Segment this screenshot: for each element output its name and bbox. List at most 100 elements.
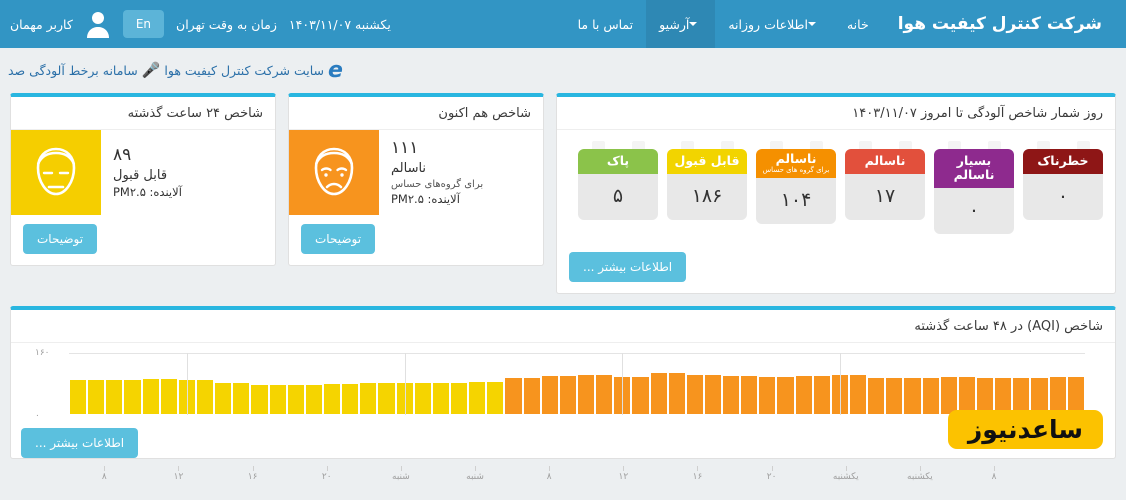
subbar-link-site[interactable]: سایت شرکت کنترل کیفیت هوا [164, 63, 325, 78]
chart-bar[interactable] [849, 374, 868, 415]
chart-bar[interactable] [341, 383, 360, 415]
chart-bar[interactable] [486, 380, 505, 415]
aqi-daycount-cards: خطرناک ۰ بسیار ناسالم ۰ [557, 130, 1115, 243]
chart-bar[interactable] [740, 374, 759, 415]
chart-gridline [69, 353, 1085, 354]
chart-bar[interactable] [540, 375, 559, 415]
subbar-link-online-system[interactable]: سامانه برخط آلودگی صد [8, 63, 138, 78]
aqi-card-good[interactable]: پاک ۵ [578, 141, 658, 234]
language-toggle-button[interactable]: En [122, 10, 165, 38]
chart-bar[interactable] [359, 382, 378, 415]
aqi-card-unhealthy-value: ۱۷ [845, 174, 925, 220]
chart-bar[interactable] [141, 378, 160, 415]
chart-bar[interactable] [522, 377, 541, 415]
chart-bar[interactable] [159, 378, 178, 415]
chart-bar[interactable] [685, 374, 704, 415]
aqi-card-moderate[interactable]: قابل قبول ۱۸۶ [667, 141, 747, 234]
chart-bar[interactable] [667, 371, 686, 415]
current-index-details-button[interactable]: توضیحات [301, 224, 376, 254]
card-tab [591, 141, 605, 149]
chart-bar[interactable] [123, 379, 142, 415]
current-index-pollutant: آلاینده: PM۲.۵ [391, 191, 460, 206]
x-axis-tick-mark [771, 466, 773, 471]
chart-bars-group[interactable] [69, 353, 1085, 415]
daycount-more-info-button[interactable]: اطلاعات بیشتر ... [569, 252, 687, 282]
aqi-card-hazardous-header: خطرناک [1023, 149, 1103, 174]
chart-bar[interactable] [468, 380, 487, 415]
aqi-card-very-unhealthy-header: بسیار ناسالم [934, 149, 1014, 188]
chart-bar[interactable] [631, 376, 650, 415]
current-index-panel: شاخص هم اکنون ۱۱۱ ناسالم برای گروه‌های ح… [288, 93, 544, 266]
card-tab [1076, 141, 1090, 149]
nav-item-archive[interactable]: آرشیو [646, 0, 716, 48]
x-axis-tick-mark [919, 466, 921, 471]
chart-bar[interactable] [558, 375, 577, 415]
chart-bar[interactable] [449, 381, 469, 415]
chart-bar[interactable] [613, 376, 632, 415]
chart-bar[interactable] [576, 373, 596, 415]
chart-bar[interactable] [921, 377, 940, 415]
last24-index-value: ۸۹ [113, 145, 132, 166]
nav-item-home[interactable]: خانه [834, 0, 882, 48]
chart-bar[interactable] [395, 382, 414, 415]
chart-bar[interactable] [703, 374, 723, 415]
x-axis-tick-mark [178, 466, 180, 471]
x-axis-tick-label: ۱۲ [173, 472, 184, 482]
card-tab [769, 141, 783, 149]
ie-icon: e [328, 57, 343, 83]
nav-item-contact[interactable]: تماس با ما [565, 0, 647, 48]
aqi-card-unhealthy-header: ناسالم [845, 149, 925, 174]
chart-bar[interactable] [322, 383, 342, 415]
chart-bar[interactable] [413, 382, 432, 415]
chart-bar[interactable] [595, 373, 614, 415]
chart-bar[interactable] [377, 382, 396, 415]
current-index-footer: توضیحات [289, 215, 543, 265]
chart-bar[interactable] [304, 384, 323, 415]
chart-bar[interactable] [177, 378, 196, 415]
chart-bar[interactable] [268, 384, 287, 415]
x-axis-tick-label: ۲۰ [321, 472, 332, 482]
chart-bar[interactable] [286, 384, 305, 415]
aqi-card-unhealthy-sensitive-label: ناسالم [775, 151, 817, 166]
chart-vertical-gridline [404, 353, 406, 415]
chart-bar[interactable] [867, 377, 886, 415]
aqi-48h-chart-title: شاخص (AQI) در ۴۸ ساعت گذشته [11, 310, 1115, 343]
secondary-links-bar: e سایت شرکت کنترل کیفیت هوا 🎤 سامانه برخ… [0, 48, 1126, 93]
chart-bar[interactable] [903, 377, 922, 415]
aqi-card-unhealthy[interactable]: ناسالم ۱۷ [845, 141, 925, 234]
last24-index-details-button[interactable]: توضیحات [23, 224, 98, 254]
chart-bar[interactable] [722, 374, 741, 415]
chart-bar[interactable] [105, 379, 124, 415]
chart-bar[interactable] [250, 384, 269, 415]
chart-bar[interactable] [69, 379, 88, 415]
x-axis-tick-label: شنبه [466, 472, 484, 482]
aqi-card-unhealthy-sensitive[interactable]: ناسالم برای گروه های حساس ۱۰۴ [756, 141, 836, 234]
chart-bar[interactable] [649, 371, 668, 415]
nav-item-daily-info[interactable]: اطلاعات روزانه [715, 0, 834, 48]
chart-bar[interactable] [195, 378, 215, 415]
aqi-card-unhealthy-sensitive-sub: برای گروه های حساس [762, 166, 830, 174]
y-axis-label-max: ۱۶۰ [35, 348, 50, 358]
aqi-48h-chart-footer: اطلاعات بیشتر ... ساعدنیوز [11, 410, 1115, 458]
last24-index-text: ۸۹ قابل قبول آلاینده: PM۲.۵ [101, 130, 275, 215]
card-tab [1036, 141, 1050, 149]
avatar-icon[interactable] [85, 9, 111, 39]
chart-more-info-button[interactable]: اطلاعات بیشتر ... [21, 428, 139, 458]
aqi-card-very-unhealthy[interactable]: بسیار ناسالم ۰ [934, 141, 1014, 234]
chart-bar[interactable] [214, 382, 233, 415]
chart-bar[interactable] [812, 375, 831, 415]
chart-bar[interactable] [830, 374, 850, 415]
x-axis-tick-label: ۱۶ [247, 472, 258, 482]
aqi-card-very-unhealthy-label: بسیار ناسالم [953, 153, 995, 182]
x-axis-tick-label: ۸ [101, 472, 107, 482]
chart-bar[interactable] [504, 377, 523, 415]
chart-bar[interactable] [776, 376, 795, 415]
aqi-card-hazardous[interactable]: خطرناک ۰ [1023, 141, 1103, 234]
chart-bar[interactable] [232, 382, 251, 415]
chart-bar[interactable] [431, 381, 450, 415]
chart-bar[interactable] [794, 375, 813, 415]
aqi-card-good-label: پاک [606, 153, 630, 168]
chart-bar[interactable] [87, 379, 106, 415]
chart-bar[interactable] [758, 376, 777, 415]
chart-bar[interactable] [885, 377, 904, 415]
